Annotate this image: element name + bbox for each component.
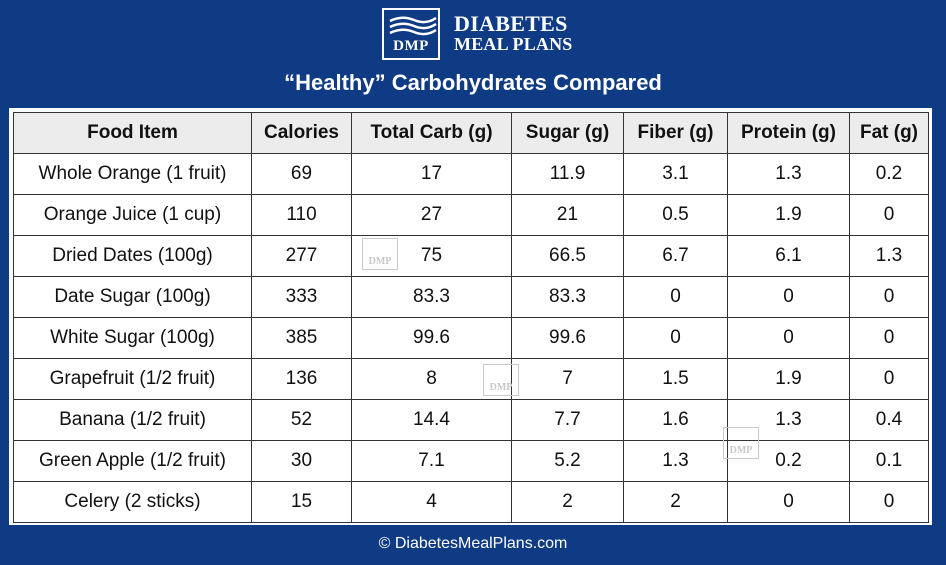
brand-name-line2: MEAL PLANS <box>454 33 573 54</box>
carbohydrate-comparison-table: Food Item Calories Total Carb (g) Sugar (g)… <box>13 112 929 523</box>
nutrient-value-cell: 1.5 <box>623 358 728 400</box>
nutrient-value-cell: 277 <box>251 235 352 277</box>
nutrient-value-cell: 333 <box>251 276 352 318</box>
nutrient-value-cell: 1.9 <box>727 358 850 400</box>
nutrient-value-cell: 0.1 <box>849 440 929 482</box>
nutrient-value-cell: 0 <box>623 317 728 359</box>
nutrient-value-cell: 3.1 <box>623 153 728 195</box>
column-header: Calories <box>251 112 352 154</box>
column-header: Protein (g) <box>727 112 850 154</box>
page-title: “Healthy” Carbohydrates Compared <box>284 70 662 95</box>
nutrient-value-cell: 0 <box>849 481 929 523</box>
food-item-cell: Grapefruit (1/2 fruit) <box>13 358 252 400</box>
nutrient-value-cell: 99.6 <box>511 317 624 359</box>
food-item-cell: Celery (2 sticks) <box>13 481 252 523</box>
column-header: Fiber (g) <box>623 112 728 154</box>
food-item-cell: Dried Dates (100g) <box>13 235 252 277</box>
food-item-cell: Banana (1/2 fruit) <box>13 399 252 441</box>
watermark-text: DMP <box>368 256 392 267</box>
nutrient-value-cell: 0 <box>849 194 929 236</box>
header: DMP DIABETES MEAL PLANS “Healthy” Carboh… <box>0 0 946 108</box>
nutrient-value-cell: 0 <box>849 358 929 400</box>
nutrient-value-cell: 1.3 <box>727 153 850 195</box>
food-item-cell: Green Apple (1/2 fruit) <box>13 440 252 482</box>
nutrient-value-cell: 0 <box>727 317 850 359</box>
dmp-logo-icon: DMP <box>382 7 440 60</box>
watermark-logo: DMP <box>362 238 398 270</box>
nutrient-value-cell: 0 <box>727 276 850 318</box>
nutrient-value-cell: 8 <box>351 358 512 400</box>
nutrient-value-cell: 385 <box>251 317 352 359</box>
nutrient-value-cell: 17 <box>351 153 512 195</box>
nutrient-value-cell: 5.2 <box>511 440 624 482</box>
table-row: White Sugar (100g) 385 99.6 99.6 0 0 0 <box>13 317 929 359</box>
nutrient-value-cell: 27 <box>351 194 512 236</box>
nutrient-value-cell: 0 <box>849 317 929 359</box>
nutrient-value-cell: 30 <box>251 440 352 482</box>
watermark-text: DMP <box>729 445 753 456</box>
nutrient-value-cell: 7.7 <box>511 399 624 441</box>
nutrient-value-cell: 7.1 <box>351 440 512 482</box>
food-item-cell: White Sugar (100g) <box>13 317 252 359</box>
nutrient-value-cell: 0 <box>849 276 929 318</box>
nutrient-value-cell: 0.4 <box>849 399 929 441</box>
nutrient-value-cell: 2 <box>511 481 624 523</box>
nutrient-value-cell: 0.2 <box>849 153 929 195</box>
nutrient-value-cell: 4 <box>351 481 512 523</box>
copyright-footer: © DiabetesMealPlans.com <box>378 535 568 552</box>
table-header-row: Food Item Calories Total Carb (g) Sugar (g)… <box>13 112 929 154</box>
nutrient-value-cell: 0.5 <box>623 194 728 236</box>
column-header: Sugar (g) <box>511 112 624 154</box>
nutrient-value-cell: 136 <box>251 358 352 400</box>
nutrient-value-cell: 1.6 <box>623 399 728 441</box>
nutrient-value-cell: 15 <box>251 481 352 523</box>
food-item-cell: Orange Juice (1 cup) <box>13 194 252 236</box>
brand-name: DIABETES MEAL PLANS <box>454 10 573 55</box>
brand-name-line1: DIABETES <box>454 10 568 36</box>
watermark-logo: DMP <box>483 364 519 396</box>
column-header: Food Item <box>13 112 252 154</box>
nutrient-value-cell: 6.7 <box>623 235 728 277</box>
table-row: Whole Orange (1 fruit) 69 17 11.9 3.1 1.3 0.2 <box>13 153 929 195</box>
nutrient-value-cell: 1.9 <box>727 194 850 236</box>
table-row: Grapefruit (1/2 fruit) 136 8 7 1.5 1.9 0 <box>13 358 929 400</box>
watermark-text: DMP <box>489 382 513 393</box>
table-body: Whole Orange (1 fruit) 69 17 11.9 3.1 1.3 0.2 O… <box>13 153 929 523</box>
comparison-table-container: Food Item Calories Total Carb (g) Sugar (g)… <box>9 108 932 525</box>
nutrient-value-cell: 1.3 <box>849 235 929 277</box>
nutrient-value-cell: 21 <box>511 194 624 236</box>
nutrient-value-cell: 0 <box>623 276 728 318</box>
nutrient-value-cell: 110 <box>251 194 352 236</box>
nutrient-value-cell: 52 <box>251 399 352 441</box>
nutrient-value-cell: 99.6 <box>351 317 512 359</box>
waves-icon <box>389 16 437 35</box>
table-row: Banana (1/2 fruit) 52 14.4 7.7 1.6 1.3 0.4 <box>13 399 929 441</box>
nutrient-value-cell: 66.5 <box>511 235 624 277</box>
food-item-cell: Date Sugar (100g) <box>13 276 252 318</box>
column-header: Total Carb (g) <box>351 112 512 154</box>
nutrient-value-cell: 0 <box>727 481 850 523</box>
nutrient-value-cell: 75 <box>351 235 512 277</box>
nutrient-value-cell: 1.3 <box>727 399 850 441</box>
logo-box-text: DMP <box>393 37 429 54</box>
nutrient-value-cell: 83.3 <box>351 276 512 318</box>
table-row: Celery (2 sticks) 15 4 2 2 0 0 <box>13 481 929 523</box>
nutrient-value-cell: 0.2 <box>727 440 850 482</box>
nutrient-value-cell: 11.9 <box>511 153 624 195</box>
column-header: Fat (g) <box>849 112 929 154</box>
nutrient-value-cell: 83.3 <box>511 276 624 318</box>
table-row: Date Sugar (100g) 333 83.3 83.3 0 0 0 <box>13 276 929 318</box>
table-row: Green Apple (1/2 fruit) 30 7.1 5.2 1.3 0.2 0.1 <box>13 440 929 482</box>
nutrient-value-cell: 1.3 <box>623 440 728 482</box>
nutrient-value-cell: 2 <box>623 481 728 523</box>
table-row: Dried Dates (100g) 277 75 66.5 6.7 6.1 1.3 <box>13 235 929 277</box>
nutrient-value-cell: 6.1 <box>727 235 850 277</box>
brand-logo[interactable]: DMP DIABETES MEAL PLANS <box>382 6 573 61</box>
watermark-logo: DMP <box>723 427 759 459</box>
table-row: Orange Juice (1 cup) 110 27 21 0.5 1.9 0 <box>13 194 929 236</box>
nutrient-value-cell: 7 <box>511 358 624 400</box>
nutrient-value-cell: 14.4 <box>351 399 512 441</box>
food-item-cell: Whole Orange (1 fruit) <box>13 153 252 195</box>
nutrient-value-cell: 69 <box>251 153 352 195</box>
